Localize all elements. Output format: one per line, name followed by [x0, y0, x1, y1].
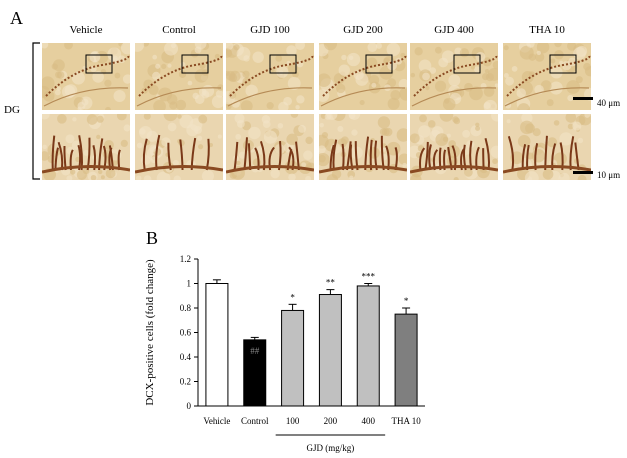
column-label: GJD 200 [343, 24, 383, 36]
x-tick-label: Control [241, 416, 269, 426]
inset-box [181, 54, 209, 74]
inset-box [453, 54, 481, 74]
column-label: Control [162, 24, 196, 36]
y-axis-label: DCX-positive cells (fold change) [144, 259, 156, 406]
y-tick-label: 0.6 [180, 328, 192, 338]
row-label-dg: DG [4, 104, 20, 116]
x-tick-label: 400 [362, 416, 376, 426]
panel-a-letter: A [10, 8, 23, 28]
column-label: GJD 100 [250, 24, 290, 36]
scale-bar-bottom [573, 171, 593, 174]
y-tick-label: 1.2 [180, 254, 191, 264]
micrograph-high-mag [503, 114, 591, 180]
scale-label-bottom: 10 μm [597, 170, 621, 180]
inset-box [85, 54, 113, 74]
y-tick-label: 0.2 [180, 377, 191, 387]
micrograph-low-mag [410, 43, 498, 110]
micrograph-low-mag [319, 43, 407, 110]
bar [205, 283, 229, 407]
x-tick-label: Vehicle [203, 416, 230, 426]
panel-b-letter: B [146, 228, 159, 248]
bar [318, 294, 342, 407]
micrograph-low-mag [42, 43, 130, 110]
scale-label-top: 40 μm [597, 98, 621, 108]
micrograph-low-mag [226, 43, 314, 110]
significance-marker: * [404, 296, 409, 306]
inset-box [365, 54, 393, 74]
y-tick-label: 1 [187, 279, 192, 289]
significance-marker: ** [326, 278, 336, 288]
column-label: Vehicle [69, 24, 103, 36]
column-label: GJD 400 [434, 24, 474, 36]
x-tick-label: 100 [286, 416, 300, 426]
x-group-label: GJD (mg/kg) [307, 443, 355, 453]
x-tick-label: THA 10 [391, 416, 421, 426]
micrograph-high-mag [135, 114, 223, 180]
column-label: THA 10 [529, 24, 565, 36]
scale-bar-top [573, 97, 593, 100]
bar [356, 285, 380, 407]
inset-box [549, 54, 577, 74]
y-tick-label: 0.8 [180, 303, 192, 313]
y-tick-label: 0.4 [180, 352, 192, 362]
significance-marker: ## [250, 346, 260, 356]
micrograph-high-mag [42, 114, 130, 180]
bar [281, 309, 305, 407]
micrograph-high-mag [319, 114, 407, 180]
inset-box [269, 54, 297, 74]
significance-marker: *** [362, 272, 376, 282]
bar [394, 313, 418, 407]
y-tick-label: 0 [187, 401, 192, 411]
micrograph-low-mag [503, 43, 591, 110]
micrograph-low-mag [135, 43, 223, 110]
row-bracket [32, 42, 40, 180]
significance-marker: * [290, 292, 295, 302]
x-tick-label: 200 [324, 416, 338, 426]
micrograph-high-mag [410, 114, 498, 180]
micrograph-high-mag [226, 114, 314, 180]
